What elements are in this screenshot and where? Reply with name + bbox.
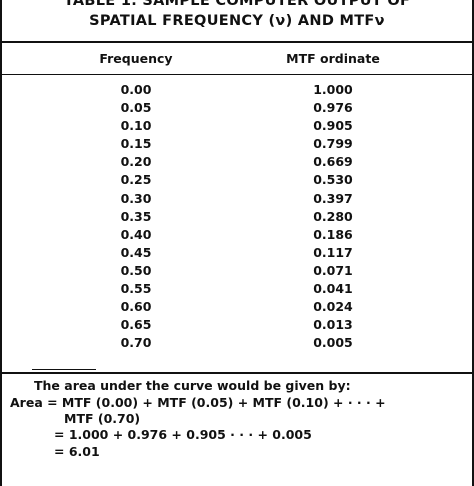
mtf-cell: 0.117	[313, 244, 353, 260]
mtf-cell: 0.071	[313, 262, 353, 278]
footnote-line-5: = 6.01	[54, 444, 100, 459]
frequency-cell: 0.00	[120, 82, 152, 97]
frequency-cell: 0.55	[120, 281, 152, 297]
table-row: 0.70 0.005	[0, 335, 474, 353]
frequency-cell: 0.15	[120, 136, 152, 152]
table-body: 0.00 1.000 0.05 0.976 0.10 0.905 0.15 0.799 0.20…	[0, 82, 474, 353]
mtf-cell: 0.905	[313, 118, 353, 134]
table-row: 0.20 0.669	[0, 154, 474, 172]
footnote-rule	[32, 369, 96, 370]
frequency-cell: 0.30	[120, 190, 152, 206]
mtf-cell: 1.000	[313, 82, 353, 97]
table-row: 0.00 1.000	[0, 82, 474, 100]
table-row: 0.15 0.799	[0, 136, 474, 154]
mtf-cell: 0.186	[313, 226, 353, 242]
column-header-mtf: MTF ordinate	[286, 51, 380, 66]
mtf-cell: 0.669	[313, 154, 353, 170]
right-border-line	[472, 0, 474, 486]
table-row: 0.40 0.186	[0, 227, 474, 245]
left-border-line	[0, 0, 2, 486]
mtf-cell: 0.013	[313, 317, 353, 333]
table-row: 0.50 0.071	[0, 263, 474, 281]
mtf-cell: 0.005	[313, 335, 353, 351]
table-row: 0.35 0.280	[0, 209, 474, 227]
frequency-cell: 0.70	[120, 335, 152, 351]
column-header-frequency: Frequency	[99, 51, 173, 66]
frequency-cell: 0.45	[120, 244, 152, 260]
footnote-line-2: Area = MTF (0.00) + MTF (0.05) + MTF (0.…	[10, 395, 386, 410]
mtf-cell: 0.397	[313, 190, 353, 206]
table-row: 0.60 0.024	[0, 299, 474, 317]
frequency-cell: 0.25	[120, 172, 152, 188]
table-bottom-rule	[0, 372, 474, 374]
table-title-line1: TABLE 1. SAMPLE COMPUTER OUTPUT OF	[63, 0, 411, 9]
table-row: 0.30 0.397	[0, 191, 474, 209]
header-top-rule	[0, 41, 474, 43]
frequency-cell: 0.05	[120, 100, 152, 116]
table-row: 0.55 0.041	[0, 281, 474, 299]
footnote-line-1: The area under the curve would be given …	[34, 378, 351, 393]
table-row: 0.10 0.905	[0, 118, 474, 136]
table-title-line2: SPATIAL FREQUENCY (ν) AND MTFν	[89, 13, 385, 29]
header-bottom-rule	[0, 74, 474, 75]
frequency-cell: 0.65	[120, 317, 152, 333]
footnote-line-3: MTF (0.70)	[64, 411, 141, 426]
frequency-cell: 0.20	[120, 154, 152, 170]
mtf-cell: 0.530	[313, 172, 353, 188]
table-row: 0.65 0.013	[0, 317, 474, 335]
mtf-cell: 0.280	[313, 208, 353, 224]
frequency-cell: 0.35	[120, 208, 152, 224]
table-row: 0.45 0.117	[0, 245, 474, 263]
footnote-line-4: = 1.000 + 0.976 + 0.905 · · · + 0.005	[54, 427, 312, 442]
frequency-cell: 0.60	[120, 299, 152, 315]
mtf-cell: 0.041	[313, 281, 353, 297]
table-row: 0.05 0.976	[0, 100, 474, 118]
mtf-cell: 0.799	[313, 136, 353, 152]
mtf-cell: 0.976	[313, 100, 353, 116]
frequency-cell: 0.40	[120, 226, 152, 242]
mtf-cell: 0.024	[313, 299, 353, 315]
table-row: 0.25 0.530	[0, 172, 474, 190]
frequency-cell: 0.50	[120, 262, 152, 278]
frequency-cell: 0.10	[120, 118, 152, 134]
